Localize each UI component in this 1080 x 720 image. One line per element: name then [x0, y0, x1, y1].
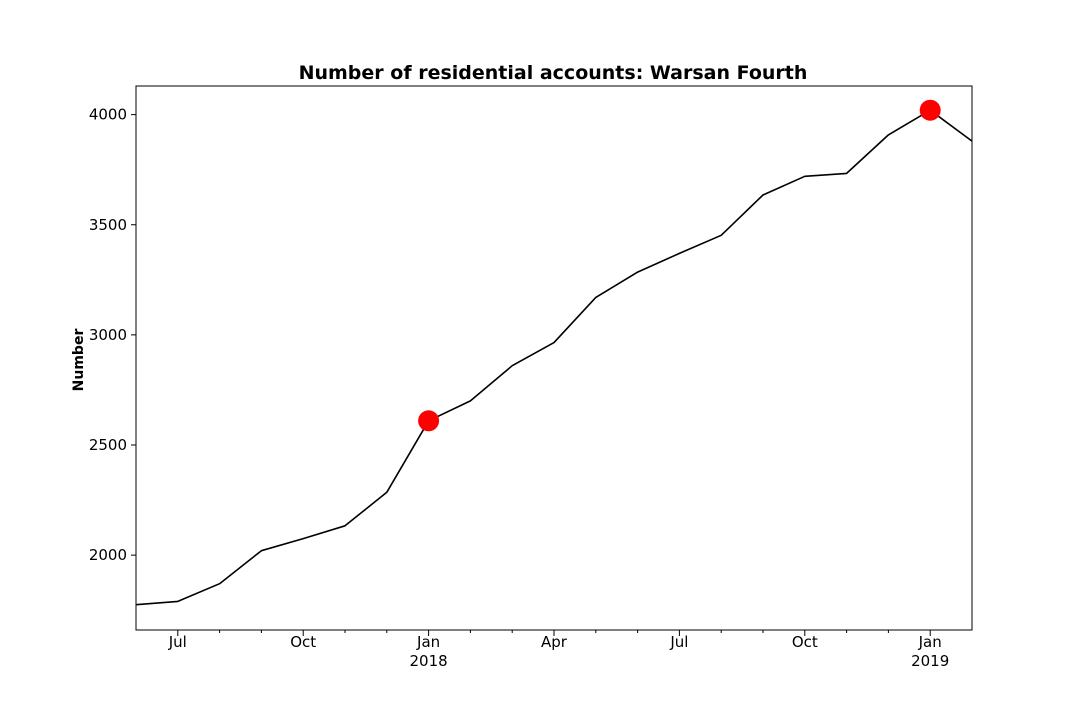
x-tick-label: Oct [792, 633, 818, 651]
y-axis-label: Number [71, 329, 87, 392]
x-tick-label: Jul [168, 633, 187, 651]
x-tick-label: Apr [541, 633, 568, 651]
highlight-point [418, 410, 440, 432]
y-tick-label: 2500 [89, 436, 127, 454]
x-tick-label: Jan [416, 633, 440, 651]
x-tick-year-label: 2018 [410, 652, 448, 670]
x-tick-label: Jul [669, 633, 688, 651]
x-tick-year-label: 2019 [911, 652, 949, 670]
y-tick-label: 3500 [89, 216, 127, 234]
x-tick-label: Oct [290, 633, 316, 651]
highlight-layer [418, 99, 941, 432]
series-layer [135, 109, 973, 606]
plot-frame [135, 85, 973, 631]
y-tick-label: 2000 [89, 546, 127, 564]
chart-title: Number of residential accounts: Warsan F… [299, 62, 808, 84]
x-tick-label: Jan [918, 633, 942, 651]
y-tick-label: 4000 [89, 106, 127, 124]
y-tick-label: 3000 [89, 326, 127, 344]
series-line [135, 109, 973, 606]
highlight-point [919, 99, 941, 121]
